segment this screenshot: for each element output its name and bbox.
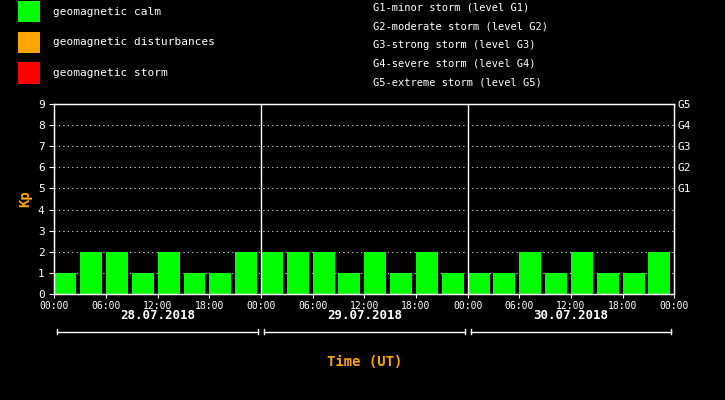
Bar bbox=[18, 1, 40, 22]
Bar bbox=[545, 273, 567, 294]
Bar bbox=[468, 273, 489, 294]
Bar bbox=[106, 252, 128, 294]
Text: geomagnetic storm: geomagnetic storm bbox=[53, 68, 167, 78]
Text: 29.07.2018: 29.07.2018 bbox=[327, 309, 402, 322]
Text: G1-minor storm (level G1): G1-minor storm (level G1) bbox=[373, 3, 530, 13]
Bar bbox=[648, 252, 671, 294]
Bar bbox=[18, 62, 40, 84]
Text: G5-extreme storm (level G5): G5-extreme storm (level G5) bbox=[373, 78, 542, 88]
Bar bbox=[339, 273, 360, 294]
Bar bbox=[210, 273, 231, 294]
Text: G3-strong storm (level G3): G3-strong storm (level G3) bbox=[373, 40, 536, 50]
Bar bbox=[416, 252, 438, 294]
Bar bbox=[390, 273, 412, 294]
Bar bbox=[519, 252, 542, 294]
Bar bbox=[18, 32, 40, 53]
Bar bbox=[287, 252, 309, 294]
Bar bbox=[494, 273, 515, 294]
Text: geomagnetic calm: geomagnetic calm bbox=[53, 6, 161, 16]
Bar bbox=[183, 273, 205, 294]
Text: 30.07.2018: 30.07.2018 bbox=[534, 309, 608, 322]
Text: G4-severe storm (level G4): G4-severe storm (level G4) bbox=[373, 59, 536, 69]
Text: Time (UT): Time (UT) bbox=[327, 355, 402, 369]
Text: geomagnetic disturbances: geomagnetic disturbances bbox=[53, 37, 215, 47]
Bar bbox=[132, 273, 154, 294]
Bar bbox=[623, 273, 645, 294]
Bar bbox=[312, 252, 335, 294]
Bar bbox=[80, 252, 102, 294]
Bar bbox=[54, 273, 76, 294]
Y-axis label: Kp: Kp bbox=[18, 191, 33, 207]
Bar bbox=[235, 252, 257, 294]
Bar bbox=[597, 273, 618, 294]
Bar bbox=[261, 252, 283, 294]
Bar bbox=[157, 252, 180, 294]
Bar bbox=[442, 273, 464, 294]
Bar bbox=[364, 252, 386, 294]
Bar bbox=[571, 252, 593, 294]
Text: 28.07.2018: 28.07.2018 bbox=[120, 309, 195, 322]
Text: G2-moderate storm (level G2): G2-moderate storm (level G2) bbox=[373, 21, 548, 31]
